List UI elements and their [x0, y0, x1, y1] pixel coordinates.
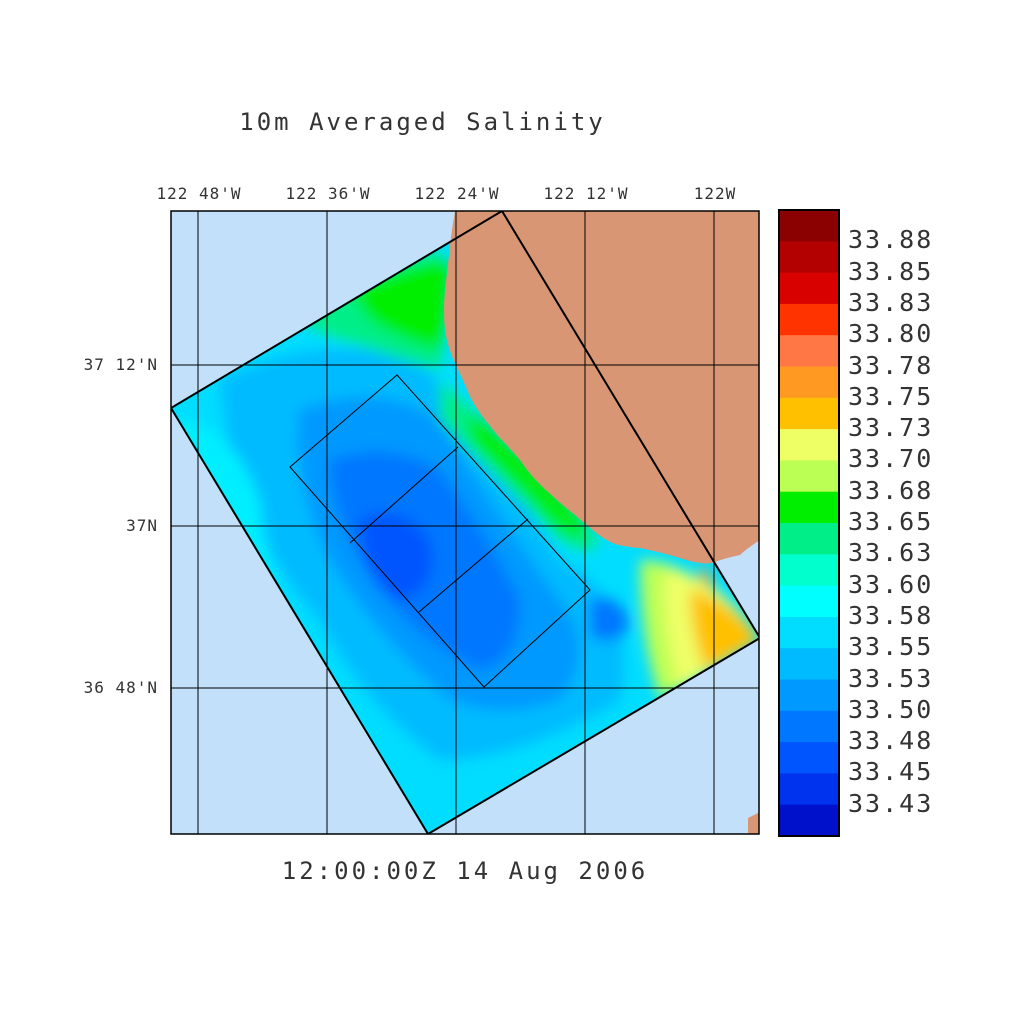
colorbar-label: 33.60 [848, 569, 934, 599]
colorbar-label: 33.83 [848, 287, 934, 317]
colorbar-swatch [779, 648, 839, 680]
colorbar-swatch [779, 366, 839, 399]
colorbar-label: 33.85 [848, 256, 934, 286]
colorbar-swatch [779, 585, 839, 618]
model-domain-outline [171, 211, 759, 834]
colorbar-label: 33.55 [848, 632, 934, 662]
chart-title: 10m Averaged Salinity [239, 108, 606, 136]
colorbar-label: 33.43 [848, 788, 934, 818]
colorbar-label: 33.45 [848, 757, 934, 787]
map-area [171, 211, 759, 834]
colorbar-swatch [779, 679, 839, 712]
colorbar-swatch [779, 429, 839, 461]
colorbar-label: 33.63 [848, 538, 934, 568]
lon-tick-label: 122W [693, 184, 737, 203]
colorbar-frame [778, 209, 840, 837]
lon-tick-label: 122 48'W [156, 184, 242, 203]
timestamp-label: 12:00:00Z 14 Aug 2006 [281, 857, 649, 885]
colorbar-swatch [779, 616, 839, 649]
colorbar-swatch [779, 804, 839, 837]
colorbar-swatch [779, 272, 839, 305]
lon-tick-label: 122 36'W [285, 184, 371, 203]
map-frame [170, 210, 760, 835]
colorbar-label: 33.53 [848, 663, 934, 693]
lat-tick-label: 36 48'N [83, 678, 158, 697]
colorbar-swatch [779, 710, 839, 743]
colorbar-label: 33.88 [848, 225, 934, 255]
colorbar-label: 33.65 [848, 507, 934, 536]
colorbar-swatch [779, 397, 839, 430]
colorbar-label: 33.75 [848, 381, 934, 411]
colorbar-label: 33.70 [848, 444, 934, 474]
colorbar-label: 33.68 [848, 475, 934, 505]
colorbar-swatch [779, 742, 839, 774]
colorbar-swatch [779, 773, 839, 806]
colorbar-swatch [779, 554, 839, 587]
land-corner [748, 812, 759, 834]
colorbar-label: 33.78 [848, 350, 934, 380]
land-mass [444, 211, 759, 564]
colorbar-label: 33.73 [848, 413, 934, 443]
lat-tick-label: 37N [126, 516, 158, 535]
sub-domain-boxes [289, 374, 591, 688]
colorbar-swatch [779, 460, 839, 493]
colorbar-label: 33.50 [848, 694, 934, 724]
colorbar-label: 33.58 [848, 600, 934, 630]
colorbar-swatch [779, 491, 839, 524]
colorbar-swatch [779, 241, 839, 274]
colorbar-swatch [779, 303, 839, 336]
lat-tick-label: 37 12'N [83, 355, 158, 374]
colorbar-swatch [779, 335, 839, 367]
lon-tick-label: 122 12'W [543, 184, 629, 203]
colorbar-label: 33.80 [848, 319, 934, 349]
colorbar-label: 33.48 [848, 726, 934, 756]
colorbar [778, 209, 840, 837]
colorbar-swatch [779, 210, 839, 242]
lon-tick-label: 122 24'W [414, 184, 500, 203]
colorbar-swatch [779, 523, 839, 555]
